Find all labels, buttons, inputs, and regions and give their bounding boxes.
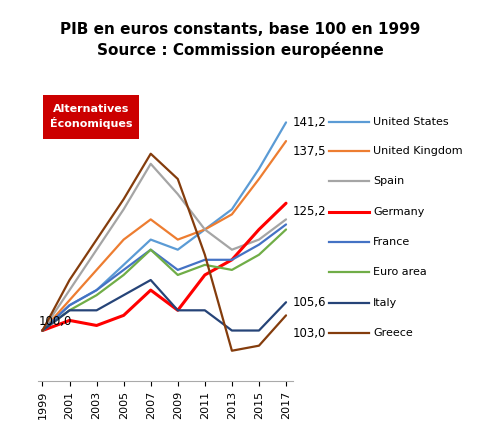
Text: France: France <box>373 237 410 247</box>
Text: Alternatives
Économiques: Alternatives Économiques <box>50 104 132 129</box>
Text: Greece: Greece <box>373 328 413 338</box>
Text: 103,0: 103,0 <box>293 326 326 339</box>
Text: Euro area: Euro area <box>373 268 427 278</box>
Text: United States: United States <box>373 117 449 127</box>
Text: Germany: Germany <box>373 207 424 217</box>
Text: United Kingdom: United Kingdom <box>373 146 463 156</box>
Text: Spain: Spain <box>373 177 404 187</box>
Text: 100,0: 100,0 <box>39 315 72 328</box>
Text: Italy: Italy <box>373 298 397 308</box>
Text: 141,2: 141,2 <box>293 116 326 129</box>
Text: PIB en euros constants, base 100 en 1999
Source : Commission européenne: PIB en euros constants, base 100 en 1999… <box>60 22 420 58</box>
Text: 105,6: 105,6 <box>293 296 326 309</box>
Text: 125,2: 125,2 <box>293 205 326 218</box>
Text: 137,5: 137,5 <box>293 145 326 158</box>
